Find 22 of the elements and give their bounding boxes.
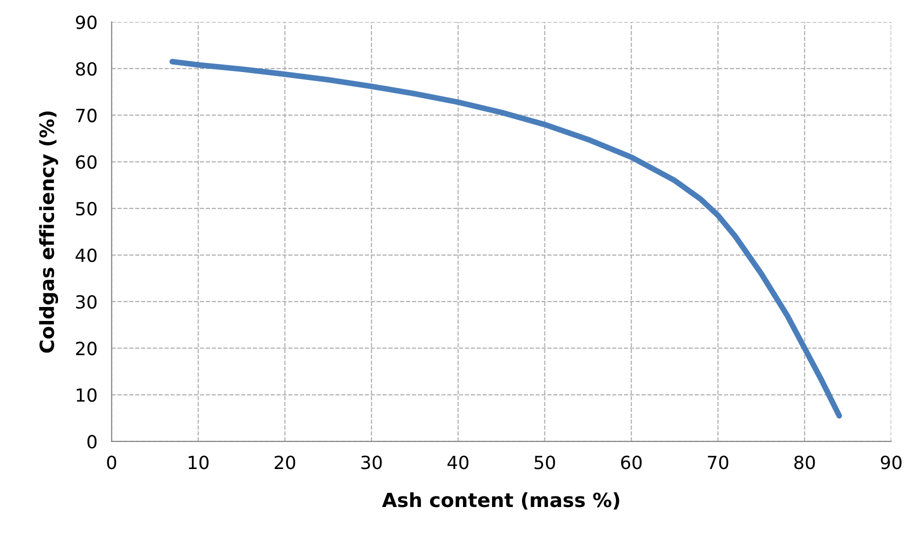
- x-tick-label: 0: [107, 456, 116, 470]
- x-tick-label: 70: [708, 456, 728, 470]
- x-tick-label: 80: [794, 456, 815, 470]
- y-tick-label: 70: [76, 108, 97, 122]
- y-tick-label: 90: [76, 15, 97, 30]
- y-tick-label: 0: [87, 434, 97, 449]
- y-tick-label: 40: [76, 248, 97, 262]
- x-tick-label: 20: [274, 456, 296, 470]
- y-tick-label: 80: [76, 62, 97, 76]
- y-tick-label: 50: [76, 202, 97, 216]
- x-tick-label: 30: [361, 456, 382, 470]
- y-tick-label: 10: [76, 388, 97, 402]
- y-tick-label: 30: [76, 295, 97, 309]
- x-axis-title: Ash content (mass %): [382, 492, 620, 510]
- x-tick-label: 50: [534, 456, 556, 470]
- x-tick-label: 60: [621, 456, 642, 470]
- y-tick-label: 20: [76, 342, 97, 356]
- y-axis-title: Coldgas efficiency (%): [39, 111, 58, 353]
- y-tick-label: 60: [76, 155, 97, 169]
- x-tick-label: 90: [880, 456, 902, 470]
- x-tick-label: 40: [448, 456, 468, 470]
- x-tick-label: 10: [188, 456, 209, 470]
